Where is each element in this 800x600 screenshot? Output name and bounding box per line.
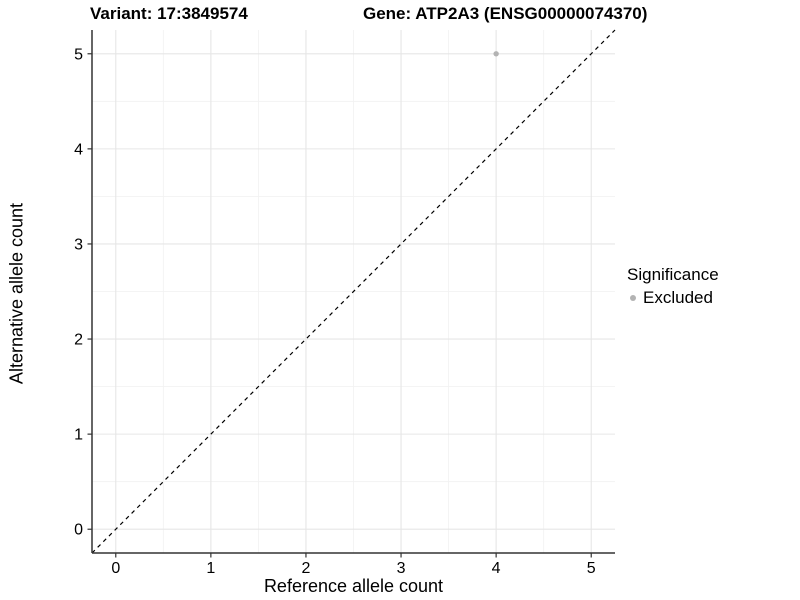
y-tick-label: 2 [74, 332, 83, 349]
y-tick-label: 4 [74, 141, 83, 158]
x-tick-label: 5 [587, 560, 596, 577]
legend-item-label: Excluded [643, 288, 713, 307]
x-tick-label: 0 [111, 560, 120, 577]
legend-item: Excluded [627, 288, 719, 308]
plot-title-variant: Variant: 17:3849574 [90, 4, 248, 23]
x-tick-label: 1 [206, 560, 215, 577]
legend-point-icon [630, 295, 636, 301]
y-tick-label: 1 [74, 427, 83, 444]
y-tick-label: 3 [74, 236, 83, 253]
x-axis-title: Reference allele count [263, 576, 444, 596]
x-tick-label: 4 [492, 560, 501, 577]
identity-reference-line [91, 29, 616, 554]
data-point [493, 51, 499, 57]
legend-title: Significance [627, 265, 719, 284]
x-tick-label: 3 [397, 560, 406, 577]
legend: Significance Excluded [627, 265, 719, 308]
plot-title-gene: Gene: ATP2A3 (ENSG00000074370) [363, 4, 648, 23]
x-tick-label: 2 [302, 560, 311, 577]
y-tick-label: 0 [74, 522, 83, 539]
y-axis-title: Alternative allele count [6, 202, 27, 385]
y-tick-label: 5 [74, 46, 83, 63]
